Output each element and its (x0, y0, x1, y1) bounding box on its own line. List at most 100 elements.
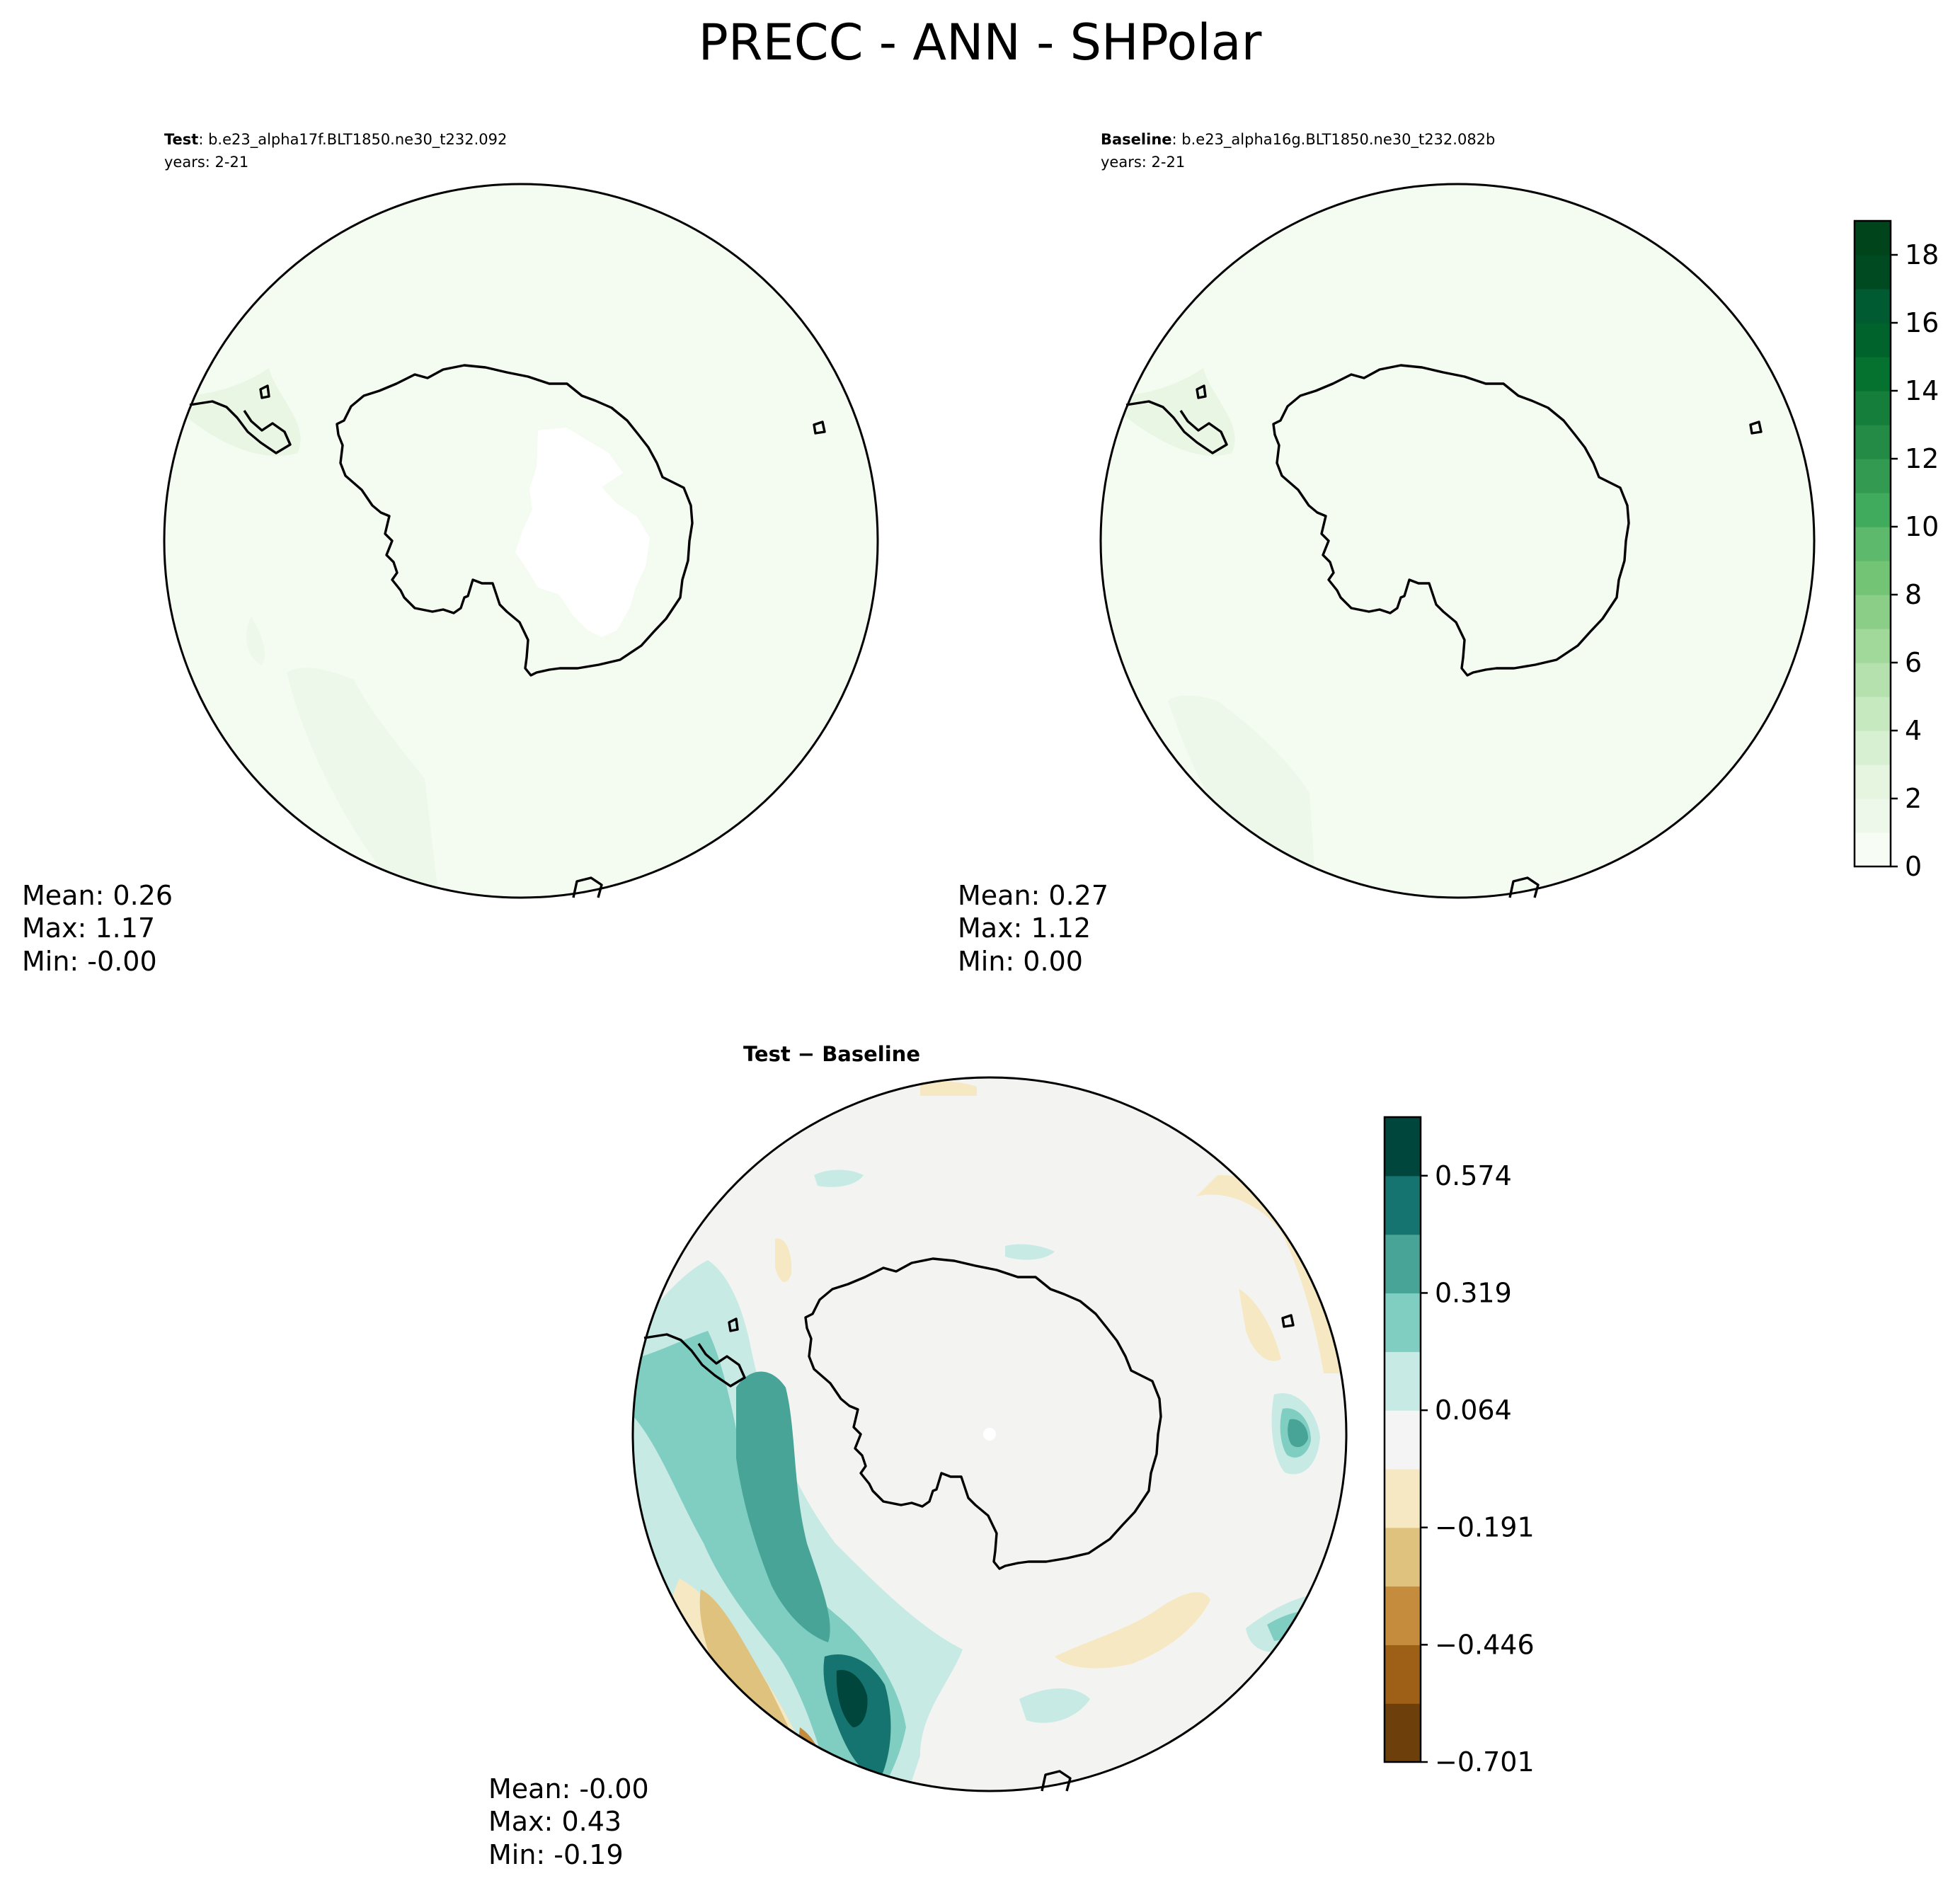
baseline-stat-mean: Mean: 0.27 (958, 880, 1108, 911)
main-colorbar-tick-label: 12 (1905, 443, 1939, 474)
diff-map-boundary (631, 1076, 1348, 1792)
baseline-island-coastline (1196, 384, 1207, 399)
diff-positive-region (836, 1670, 868, 1727)
baseline-field-patch (1168, 695, 1317, 898)
diff-colorbar-segment (1385, 1175, 1421, 1235)
main-colorbar-tick-label: 6 (1905, 647, 1922, 678)
test-south-america-coastline (189, 400, 292, 454)
diff-south-america-coastline (643, 1333, 746, 1388)
diff-colorbar-segment (1385, 1234, 1421, 1294)
main-colorbar-segment (1855, 493, 1891, 527)
baseline-stat-min: Min: 0.00 (958, 946, 1083, 977)
diff-stat-min: Min: -0.19 (488, 1839, 624, 1870)
test-field-blank-region (515, 428, 650, 637)
diff-negative-region (1055, 1592, 1210, 1669)
test-stat-max: Max: 1.17 (22, 912, 155, 944)
main-colorbar-segment (1855, 697, 1891, 731)
test-years: years: 2-21 (164, 154, 248, 171)
diff-panel-header: Test − Baseline (743, 1042, 920, 1066)
test-field-patch (287, 668, 439, 898)
diff-island-coastline (1281, 1314, 1295, 1328)
baseline-years: years: 2-21 (1101, 154, 1185, 171)
main-colorbar-tick-label: 10 (1905, 511, 1939, 542)
main-colorbar-outline (1853, 219, 1892, 868)
diff-positive-region (814, 1169, 864, 1187)
diff-colorbar-tick-label: 0.574 (1435, 1160, 1512, 1191)
main-colorbar-segment (1855, 629, 1891, 663)
test-map-boundary (163, 183, 879, 899)
main-colorbar-segment (1855, 323, 1891, 357)
diff-colorbar-outline (1383, 1116, 1422, 1763)
baseline-panel: Baseline: b.e23_alpha16g.BLT1850.ne30_t2… (958, 131, 1816, 977)
baseline-label: Baseline (1101, 131, 1172, 148)
test-panel: Test: b.e23_alpha17f.BLT1850.ne30_t232.0… (22, 131, 879, 977)
main-colorbar-segment (1855, 391, 1891, 425)
main-colorbar-tick-label: 4 (1905, 715, 1922, 746)
diff-negative-region (920, 1081, 977, 1096)
diff-positive-region (1005, 1244, 1055, 1260)
baseline-case-name: : b.e23_alpha16g.BLT1850.ne30_t232.082b (1172, 131, 1496, 149)
diff-colorbar-segment (1385, 1586, 1421, 1645)
main-colorbar-tick-label: 2 (1905, 783, 1922, 814)
diff-colorbar-segment (1385, 1117, 1421, 1177)
diff-colorbar-segment (1385, 1351, 1421, 1411)
test-label: Test (164, 131, 198, 148)
main-colorbar-segment (1855, 765, 1891, 799)
diff-colorbar-tick-label: −0.446 (1435, 1629, 1535, 1660)
test-island-coastline (813, 420, 826, 435)
diff-positive-region (736, 1371, 830, 1642)
diff-field-blank-spot (983, 1428, 996, 1441)
diff-colorbar-tick-label: 0.064 (1435, 1395, 1512, 1426)
figure-title: PRECC - ANN - SHPolar (699, 13, 1262, 71)
baseline-panel-header: Baseline: b.e23_alpha16g.BLT1850.ne30_t2… (1101, 131, 1495, 149)
main-colorbar-tick-label: 16 (1905, 307, 1939, 338)
test-stat-min: Min: -0.00 (22, 946, 157, 977)
main-colorbar-segment (1855, 731, 1891, 765)
diff-colorbar-segment (1385, 1468, 1421, 1528)
diff-colorbar: −0.701 −0.446 −0.191 0.064 0.319 0.574 (1383, 1116, 1535, 1778)
main-colorbar-segment (1855, 357, 1891, 391)
diff-colorbar-segment (1385, 1293, 1421, 1352)
diff-stat-mean: Mean: -0.00 (488, 1773, 649, 1804)
main-colorbar-tick-label: 14 (1905, 375, 1939, 406)
diff-colorbar-segment (1385, 1527, 1421, 1587)
main-colorbar-segment (1855, 663, 1891, 697)
main-colorbar-segment (1855, 255, 1891, 290)
test-island-coastline (259, 384, 270, 399)
diff-panel: Test − Baseline (488, 1042, 1348, 1870)
main-colorbar-segment (1855, 833, 1891, 867)
test-panel-header: Test: b.e23_alpha17f.BLT1850.ne30_t232.0… (164, 131, 507, 149)
main-colorbar-segment (1855, 459, 1891, 493)
baseline-map-boundary (1099, 183, 1816, 899)
main-colorbar-segment (1855, 221, 1891, 256)
diff-stat-max: Max: 0.43 (488, 1806, 621, 1837)
main-colorbar-segment (1855, 561, 1891, 595)
diff-colorbar-tick-label: 0.319 (1435, 1277, 1512, 1308)
test-map-field (164, 184, 878, 898)
main-colorbar-segment (1855, 799, 1891, 833)
main-colorbar-segment (1855, 289, 1891, 324)
diff-colorbar-segment (1385, 1410, 1421, 1470)
baseline-stat-max: Max: 1.12 (958, 912, 1091, 944)
main-colorbar-tick-label: 18 (1905, 239, 1939, 270)
diff-colorbar-tick-label: −0.191 (1435, 1512, 1535, 1543)
baseline-island-coastline (1749, 420, 1763, 435)
main-colorbar-tick-label: 0 (1905, 851, 1922, 882)
baseline-map-field (1101, 184, 1814, 898)
test-field-patch (246, 616, 265, 665)
test-stat-mean: Mean: 0.26 (22, 880, 173, 911)
main-colorbar: 0 2 4 6 8 10 12 14 16 18 (1853, 219, 1939, 882)
main-colorbar-segment (1855, 595, 1891, 629)
test-case-name: : b.e23_alpha17f.BLT1850.ne30_t232.092 (198, 131, 507, 149)
diff-negative-region (775, 1238, 792, 1282)
main-colorbar-segment (1855, 425, 1891, 459)
diff-colorbar-tick-label: −0.701 (1435, 1746, 1535, 1778)
diff-positive-region (1019, 1688, 1090, 1723)
diff-negative-region (1239, 1288, 1281, 1361)
diff-colorbar-segment (1385, 1644, 1421, 1704)
main-colorbar-segment (1855, 527, 1891, 561)
diff-island-coastline (728, 1317, 739, 1332)
diff-positive-region (1288, 1419, 1308, 1448)
baseline-south-america-coastline (1125, 400, 1228, 454)
